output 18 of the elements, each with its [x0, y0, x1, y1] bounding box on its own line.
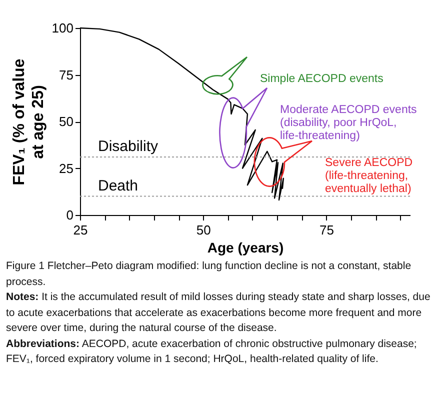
annotation: Simple AECOPD events — [260, 73, 384, 85]
text: Notes: It is the accumulated result of mild losses during steady state and sharp losses, due to acute exacerbations that accelerate as exacerbations become more frequent and more severe over time, during the natural course of the disease. — [6, 290, 432, 336]
x-tick-label: 75 — [320, 222, 334, 238]
x-tick-label: 25 — [73, 222, 88, 238]
annotation: Severe AECOPD (life-threatening, eventually lethal) — [325, 157, 413, 195]
y-axis-title: FEV₁ (% of value at age 25) — [10, 58, 47, 186]
ref-line-label: Death — [98, 177, 138, 194]
ref-line-label: Disability — [98, 138, 159, 156]
y-tick-label: 25 — [59, 160, 74, 176]
x-tick-label: 50 — [196, 222, 211, 238]
y-tick-label: 75 — [59, 67, 74, 82]
text: Figure 1 Fletcher–Peto diagram modified: lung function decline is not a constant, stable process. — [6, 259, 412, 290]
annotation: Moderate AECOPD events (disability, poor HrQoL, life-threatening) — [280, 104, 418, 142]
y-tick-label: 100 — [52, 20, 74, 36]
y-tick-label: 0 — [66, 208, 74, 222]
text: Abbreviations: AECOPD, acute exacerbation of chronic obstructive pulmonary disease; FEV₁, forced expiratory volume in 1 second; HrQoL, health-related quality of life. — [6, 336, 418, 367]
y-tick-label: 50 — [59, 114, 74, 129]
x-axis-title: Age (years) — [207, 240, 284, 256]
